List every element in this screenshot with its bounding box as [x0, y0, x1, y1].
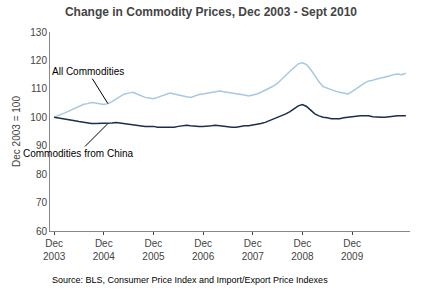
svg-text:Change in Commodity Prices, De: Change in Commodity Prices, Dec 2003 - S…: [65, 5, 357, 19]
svg-text:Dec2006: Dec2006: [192, 238, 215, 262]
svg-text:Dec2008: Dec2008: [291, 238, 314, 262]
svg-text:80: 80: [36, 169, 48, 180]
svg-text:All Commodities: All Commodities: [52, 66, 124, 77]
svg-text:Commodities from China: Commodities from China: [23, 148, 133, 159]
svg-text:100: 100: [30, 112, 47, 123]
svg-text:Dec2007: Dec2007: [242, 238, 265, 262]
svg-text:60: 60: [36, 226, 48, 237]
svg-text:Dec2005: Dec2005: [142, 238, 165, 262]
svg-text:90: 90: [36, 140, 48, 151]
svg-text:Dec 2003 = 100: Dec 2003 = 100: [11, 96, 22, 167]
svg-text:Dec2009: Dec2009: [341, 238, 364, 262]
svg-text:120: 120: [30, 55, 47, 66]
svg-text:110: 110: [31, 83, 47, 94]
svg-text:Source: BLS, Consumer Price In: Source: BLS, Consumer Price Index and Im…: [52, 275, 328, 285]
svg-text:Dec2004: Dec2004: [93, 238, 116, 262]
svg-text:Dec2003: Dec2003: [43, 238, 66, 262]
svg-text:70: 70: [36, 197, 48, 208]
svg-text:130: 130: [30, 27, 47, 38]
